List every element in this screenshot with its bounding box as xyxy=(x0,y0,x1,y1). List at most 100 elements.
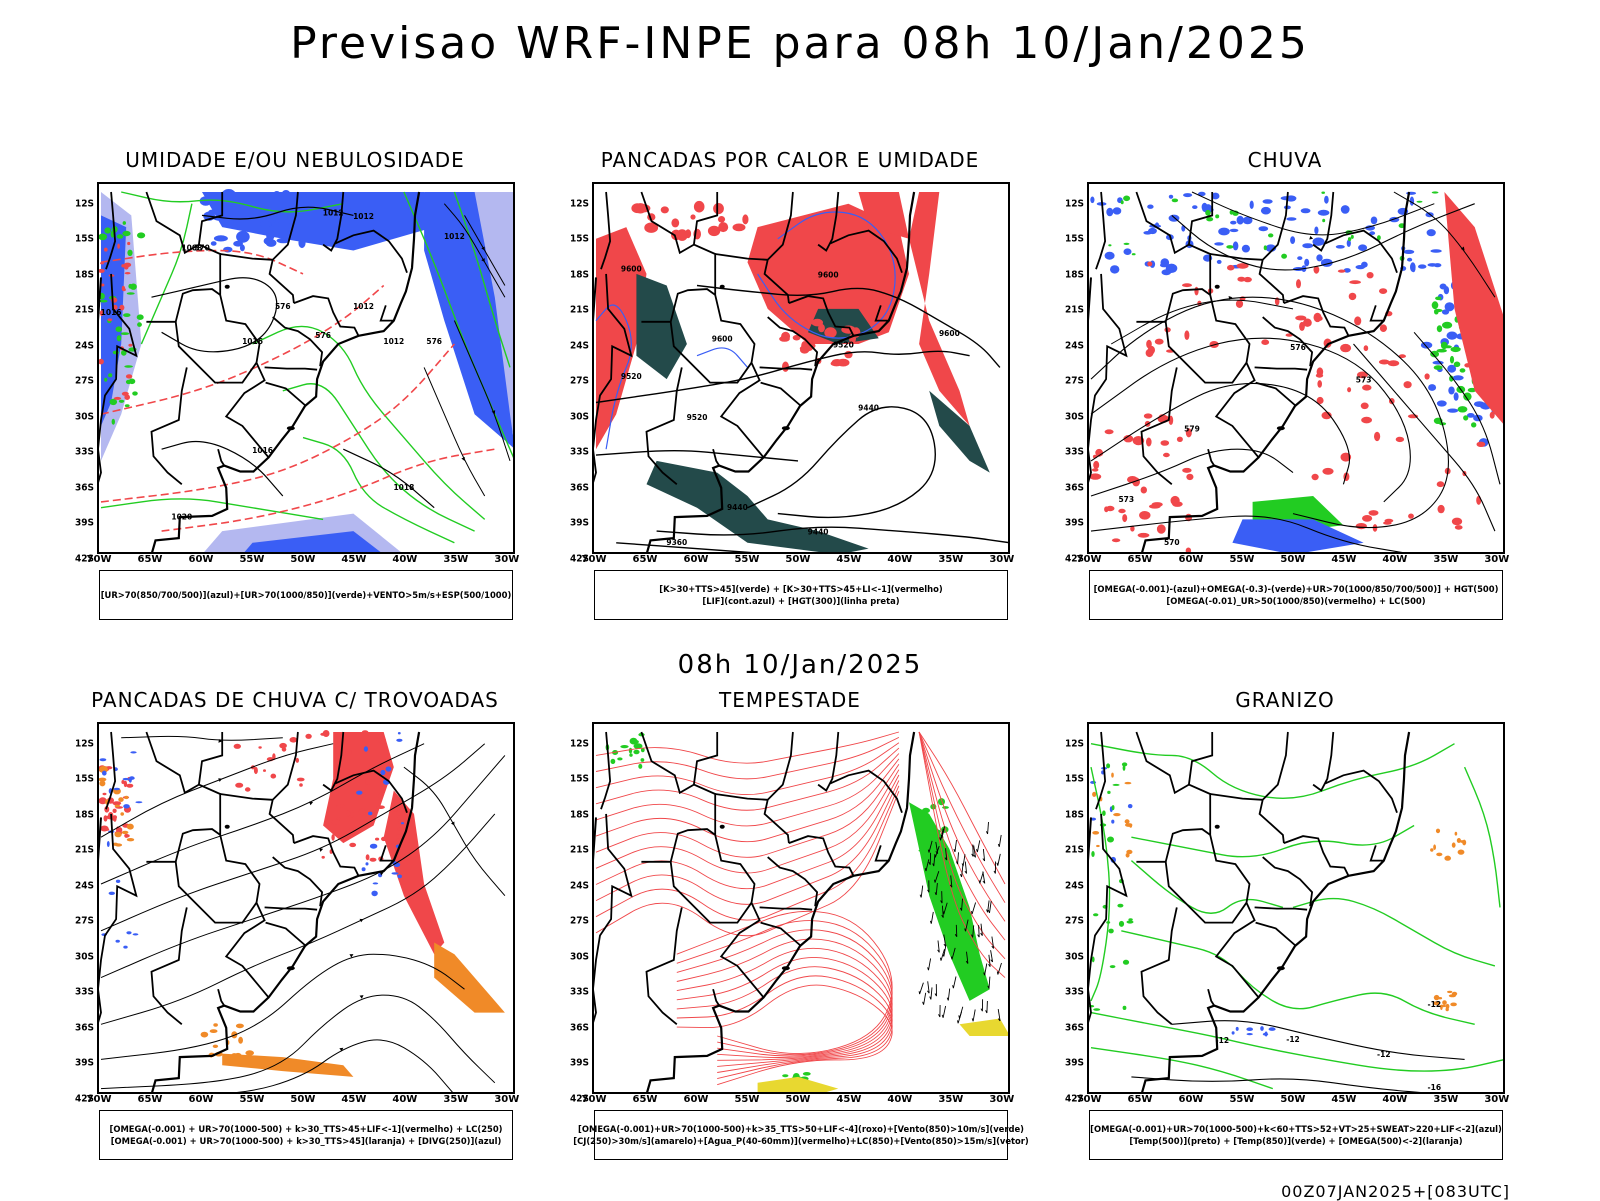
contour-label: 579 xyxy=(1184,425,1200,434)
wind-vector xyxy=(988,954,991,967)
humidity-light xyxy=(181,192,513,433)
contour-label: 9600 xyxy=(939,329,960,338)
map-area[interactable]: -12 -12 -12 -12 -16 xyxy=(1087,722,1505,1094)
contour-line xyxy=(1292,897,1496,967)
wind-vector xyxy=(927,958,932,971)
contour-label: 9520 xyxy=(621,372,642,381)
contour-line xyxy=(1121,930,1475,1025)
lake xyxy=(1214,284,1220,289)
wind-vector xyxy=(971,902,977,915)
streamline-arrow xyxy=(359,918,364,923)
longitude-tick-label: 45W xyxy=(341,554,367,565)
latitude-tick-label: 42S xyxy=(75,1093,94,1104)
border-line xyxy=(817,191,840,252)
wind-vector xyxy=(996,853,1001,866)
wind-vector xyxy=(964,919,969,932)
wind-vector xyxy=(977,925,980,938)
longitude-tick-label: 65W xyxy=(1127,1094,1153,1105)
streamline-arrow xyxy=(309,801,314,806)
longitude-tick-label: 55W xyxy=(239,554,265,565)
longitude-tick-label: 65W xyxy=(137,554,163,565)
latitude-tick-label: 27S xyxy=(75,375,94,387)
border-line xyxy=(264,366,318,371)
latitude-tick-label: 36S xyxy=(570,1022,589,1034)
wind-vector xyxy=(982,871,986,884)
storm-red xyxy=(383,790,445,955)
border-line xyxy=(767,856,819,907)
contour-label: 1008 xyxy=(181,244,202,253)
longitude-tick-label: 65W xyxy=(1127,554,1153,565)
latitude-tick-label: 15S xyxy=(75,233,94,245)
longitude-tick-label: 45W xyxy=(836,554,862,565)
map-area[interactable]: 1012 1012 1012 1012 1008 1016 1016 1018 1012 1016… xyxy=(97,182,515,554)
contour-line xyxy=(1090,515,1403,552)
longitude-tick-label: 30W xyxy=(1484,1094,1510,1105)
contour-label: 570 xyxy=(1164,538,1180,547)
coastline xyxy=(151,191,421,552)
contour-label: 9600 xyxy=(712,335,733,344)
border-line xyxy=(1187,192,1260,458)
latitude-tick-label: 42S xyxy=(1065,553,1084,564)
instability-red xyxy=(747,203,909,344)
streamline xyxy=(1393,191,1496,298)
wind-vector xyxy=(964,861,968,874)
lake xyxy=(719,824,725,829)
wind-vector xyxy=(971,925,975,938)
border-line xyxy=(217,448,225,467)
wind-vector xyxy=(927,840,933,853)
contour-line xyxy=(1090,743,1455,799)
longitude-tick-label: 60W xyxy=(683,554,709,565)
latitude-tick-label: 27S xyxy=(75,915,94,927)
latitude-tick-label: 33S xyxy=(570,446,589,458)
lake xyxy=(286,426,295,431)
contour-line xyxy=(656,526,1008,544)
contour-label: 570 xyxy=(194,244,210,253)
panel-umidade: UMIDADE E/OU NEBULOSIDADE 12S 15S 18S 21S 24… xyxy=(75,148,519,628)
contour-line xyxy=(1090,766,1111,1002)
longitude-tick-label: 55W xyxy=(734,1094,760,1105)
wind-vector xyxy=(997,1009,1001,1022)
contour-line xyxy=(918,731,1006,885)
border-line xyxy=(379,305,394,322)
longitude-tick-label: 65W xyxy=(632,554,658,565)
coastline xyxy=(99,817,102,861)
border-line xyxy=(197,732,270,998)
political-borders xyxy=(594,191,916,552)
border-line xyxy=(1095,191,1107,270)
border-line xyxy=(1089,273,1128,483)
latitude-tick-label: 27S xyxy=(1065,375,1084,387)
longitude-tick-label: 60W xyxy=(1178,1094,1204,1105)
contour-line xyxy=(595,764,900,858)
border-line xyxy=(264,906,318,911)
legend-line: [Temp(500)](preto) + [Temp(850)](verde) … xyxy=(1129,1136,1463,1146)
border-line xyxy=(146,860,258,924)
contour-line xyxy=(151,277,278,353)
map-area[interactable]: 9600 9600 9600 9600 9520 9520 9520 9440 9440 9440… xyxy=(592,182,1010,554)
latitude-tick-label: 39S xyxy=(75,1057,94,1069)
longitude-axis: 70W 65W 60W 55W 50W 45W 40W 35W 30W xyxy=(1077,1094,1510,1108)
latitude-tick-label: 18S xyxy=(570,269,589,281)
longitude-tick-label: 40W xyxy=(887,1094,913,1105)
border-line xyxy=(1207,448,1215,467)
longitude-tick-label: 40W xyxy=(887,554,913,565)
contour-label: 576 xyxy=(315,331,331,340)
coastline xyxy=(646,731,916,1092)
contour-line xyxy=(100,343,456,503)
wind-vector xyxy=(940,826,946,839)
shading-field xyxy=(99,732,405,949)
wind-vectors xyxy=(918,821,1002,1024)
map-area[interactable] xyxy=(592,722,1010,1094)
lake xyxy=(781,966,790,971)
political-borders xyxy=(594,731,916,1092)
contour-line xyxy=(1413,331,1501,485)
map-area[interactable]: 579 576 573 573 570 xyxy=(1087,182,1505,554)
border-line xyxy=(220,793,273,801)
map-area[interactable] xyxy=(97,722,515,1094)
contour-label: -12 xyxy=(1216,1036,1230,1045)
contour-line xyxy=(595,780,900,905)
latitude-tick-label: 12S xyxy=(1065,198,1084,210)
border-line xyxy=(594,273,633,483)
storm-orange xyxy=(222,1053,354,1077)
wind-vector xyxy=(950,947,956,960)
border-line xyxy=(1187,732,1260,998)
